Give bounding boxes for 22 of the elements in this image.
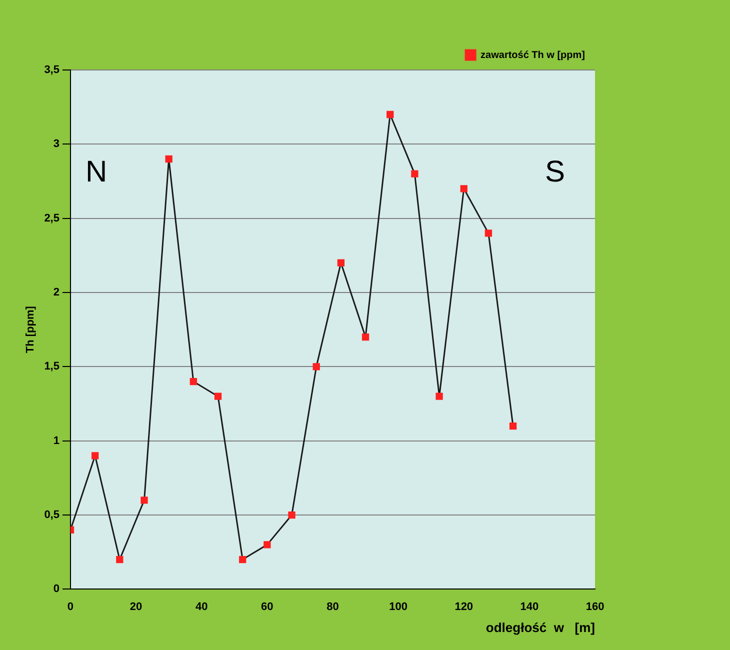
x-tick-label: 80 <box>326 600 339 613</box>
x-tick-label: 0 <box>67 600 74 613</box>
y-tick-label: 2,5 <box>44 212 60 224</box>
x-tick-label: 160 <box>586 600 604 613</box>
y-tick-label: 1 <box>53 434 60 447</box>
y-tick-label: 3 <box>53 138 60 150</box>
annotation: N <box>85 155 108 188</box>
x-tick-label: 60 <box>261 600 274 613</box>
y-tick-label: 2 <box>53 286 60 299</box>
x-tick-label: 20 <box>130 600 142 613</box>
y-tick-label: 0 <box>53 583 60 596</box>
y-tick-label: 0,5 <box>44 509 60 522</box>
legend-label: zawartość Th w [ppm] <box>480 50 585 61</box>
annotation: S <box>544 155 565 188</box>
y-tick-label: 3,5 <box>44 64 60 76</box>
x-tick-label: 120 <box>454 600 474 613</box>
x-axis-title: odległość w [m] <box>486 620 595 635</box>
x-tick-label: 40 <box>195 600 208 613</box>
y-tick-label: 1,5 <box>44 360 60 373</box>
x-tick-label: 100 <box>389 600 408 613</box>
y-axis-title: Th [ppm] <box>24 306 37 354</box>
x-tick-label: 140 <box>520 600 539 613</box>
